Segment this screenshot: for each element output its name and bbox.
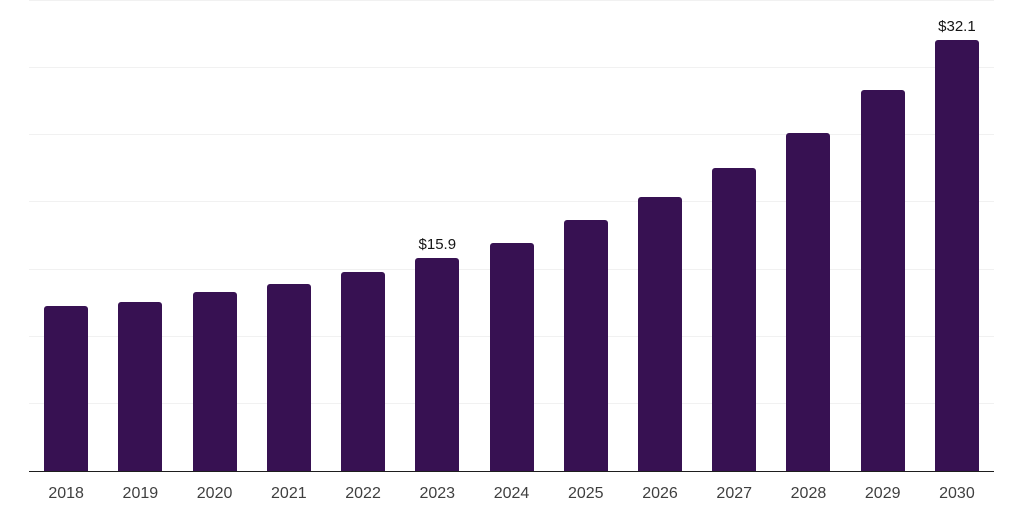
x-axis-tick-label-2026: 2026 [642, 485, 678, 502]
x-axis-tick-label-2021: 2021 [271, 485, 307, 502]
x-axis-line [29, 470, 994, 472]
bar-2029 [860, 89, 905, 471]
bar-slot-2018 [29, 1, 103, 471]
gridline [29, 0, 994, 1]
x-axis-tick-labels: 2018 2019 2020 2021 2022 2023 2024 2025 2026 2027… [29, 485, 994, 503]
bar-slot-2024 [474, 1, 548, 471]
x-axis-tick-label-2029: 2029 [864, 485, 901, 502]
bar-2025 [563, 219, 608, 471]
x-axis-tick-label-2022: 2022 [345, 485, 381, 502]
gridline [29, 67, 994, 69]
bar-value-label-2023: $15.9 [418, 235, 457, 253]
bar-slot-2026 [623, 1, 697, 471]
bars-row: $15.9 $32.1 [29, 1, 994, 471]
bar-2023: $15.9 [415, 236, 460, 471]
bar-2030: $32.1 [934, 18, 979, 471]
bar-slot-2025 [549, 1, 623, 471]
x-axis-tick-label-2027: 2027 [716, 485, 753, 502]
bar-slot-2027 [697, 1, 771, 471]
x-axis-tick-label-2024: 2024 [493, 485, 530, 502]
plot-area: $15.9 $32.1 [29, 0, 994, 472]
bar-slot-2030: $32.1 [920, 1, 994, 471]
bar-slot-2028 [771, 1, 845, 471]
x-axis-tick-label-2028: 2028 [790, 485, 827, 502]
x-axis-tick-label-2018: 2018 [48, 485, 84, 502]
bar-2019 [118, 301, 163, 471]
bar-slot-2029 [846, 1, 920, 471]
bar-slot-2019 [103, 1, 177, 471]
bar-slot-2022 [326, 1, 400, 471]
bar-value-label-2030: $32.1 [938, 17, 976, 35]
bar-2027 [712, 167, 757, 471]
x-axis-tick-label-2025: 2025 [567, 485, 604, 502]
bar-2021 [266, 284, 311, 471]
bar-2020 [192, 292, 237, 471]
x-axis-tick-label-2023: 2023 [419, 485, 456, 502]
bar-2028 [786, 132, 831, 471]
gridline [29, 134, 994, 136]
bar-2026 [637, 197, 682, 471]
bar-2024 [489, 242, 534, 471]
gridline [29, 201, 994, 203]
x-axis-tick-label-2020: 2020 [196, 485, 233, 502]
bar-2018 [44, 305, 89, 471]
bar-slot-2021 [252, 1, 326, 471]
bar-slot-2020 [177, 1, 251, 471]
bar-2022 [341, 272, 386, 471]
bar-slot-2023: $15.9 [400, 1, 474, 471]
x-axis-tick-label-2030: 2030 [939, 485, 975, 502]
x-axis-tick-label-2019: 2019 [122, 485, 159, 502]
